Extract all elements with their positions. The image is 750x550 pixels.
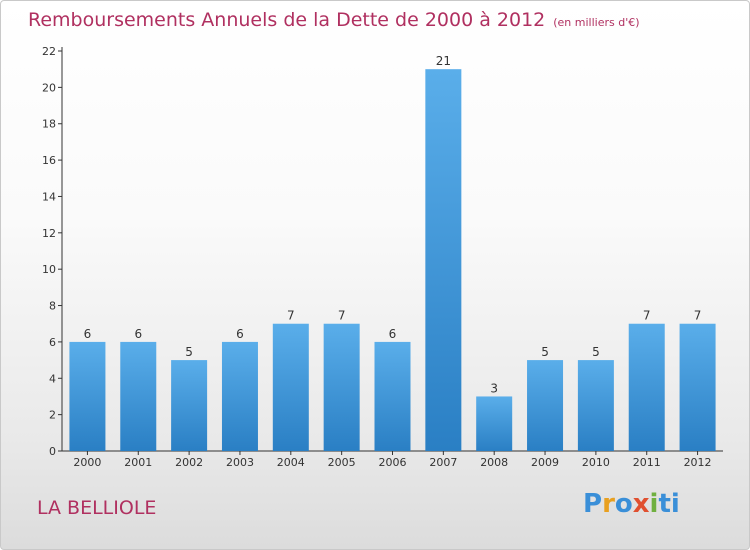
chart-title-text: Remboursements Annuels de la Dette de 20… [28,9,546,31]
data-label-2005: 7 [338,309,346,323]
bar-2000 [69,341,106,451]
bar-2009 [527,360,564,451]
data-label-2000: 6 [84,327,92,341]
unit-note: (en milliers d'€) [553,16,640,29]
y-tick-label: 6 [49,336,56,349]
data-label-2010: 5 [592,345,600,359]
bar-2001 [120,341,157,451]
bar-2002 [171,360,208,451]
bar-2010 [577,360,614,451]
x-tick-label-2003: 2003 [226,456,254,469]
data-label-2009: 5 [541,345,549,359]
x-tick-label-2004: 2004 [277,456,305,469]
x-tick-label-2005: 2005 [328,456,356,469]
data-label-2006: 6 [389,327,397,341]
y-tick-label: 8 [49,300,56,313]
x-tick-label-2009: 2009 [531,456,559,469]
bar-2011 [628,323,665,451]
y-tick-label: 14 [42,190,56,203]
y-tick-label: 4 [49,372,56,385]
y-tick-label: 10 [42,263,56,276]
data-label-2012: 7 [694,309,702,323]
proxiti-logo: Proxiti [583,489,680,519]
bar-2005 [323,323,360,451]
x-tick-label-2001: 2001 [124,456,152,469]
bar-2003 [221,341,258,451]
y-tick-label: 18 [42,118,56,131]
commune-name: LA BELLIOLE [37,497,157,519]
bar-2004 [272,323,309,451]
x-tick-label-2010: 2010 [582,456,610,469]
data-label-2003: 6 [236,327,244,341]
chart-title: Remboursements Annuels de la Dette de 20… [28,9,640,31]
bar-2008 [476,396,513,451]
y-tick-label: 0 [49,445,56,458]
x-tick-label-2000: 2000 [73,456,101,469]
y-tick-label: 2 [49,409,56,422]
x-tick-label-2012: 2012 [684,456,712,469]
x-tick-label-2006: 2006 [379,456,407,469]
data-label-2008: 3 [490,381,498,395]
x-tick-label-2011: 2011 [633,456,661,469]
x-tick-label-2007: 2007 [429,456,457,469]
data-label-2004: 7 [287,309,295,323]
y-tick-label: 12 [42,227,56,240]
y-tick-label: 20 [42,81,56,94]
data-label-2002: 5 [185,345,193,359]
bar-2007 [425,69,462,451]
data-label-2011: 7 [643,309,651,323]
bar-2006 [374,341,411,451]
y-tick-label: 22 [42,45,56,58]
x-tick-label-2008: 2008 [480,456,508,469]
y-tick-label: 16 [42,154,56,167]
data-label-2007: 21 [436,54,451,68]
x-tick-label-2002: 2002 [175,456,203,469]
data-label-2001: 6 [134,327,142,341]
bar-2012 [679,323,716,451]
